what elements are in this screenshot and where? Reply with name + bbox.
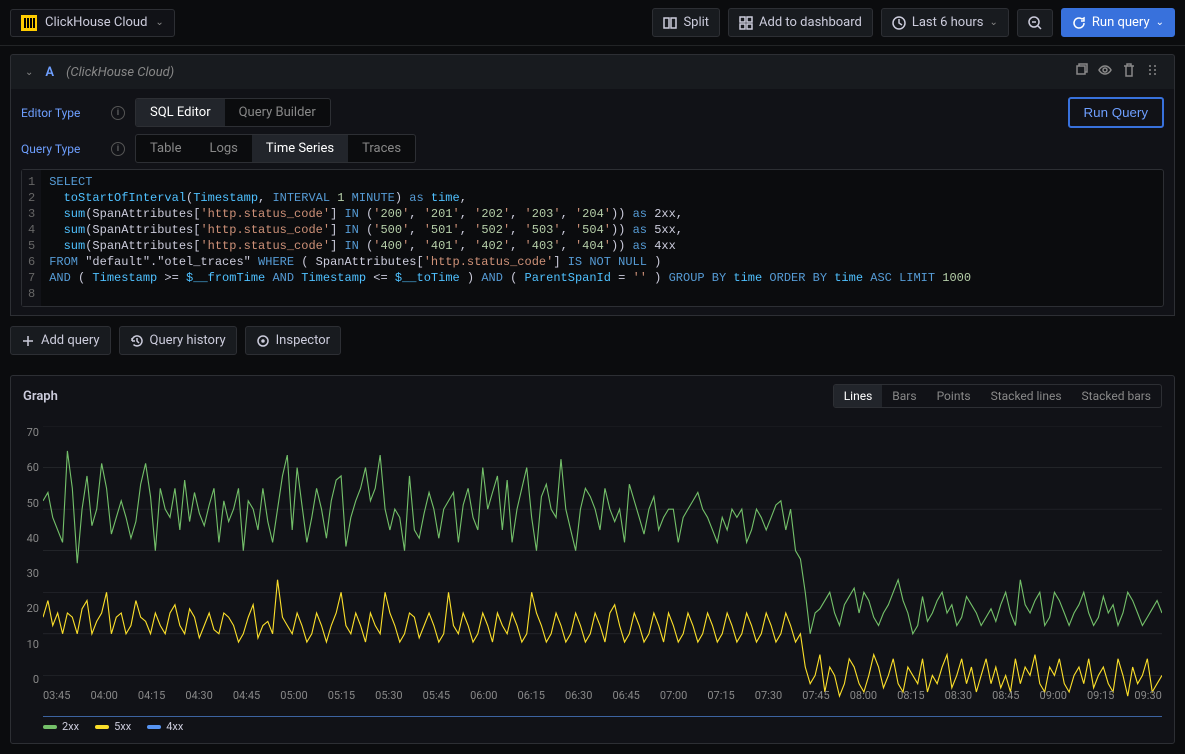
line-gutter: 12345678 <box>22 170 41 306</box>
chart-plot[interactable] <box>43 426 1162 717</box>
info-icon[interactable]: i <box>111 142 125 156</box>
query-datasource-name: (ClickHouse Cloud) <box>66 65 174 80</box>
viz-tab-points[interactable]: Points <box>927 385 981 407</box>
tab-logs[interactable]: Logs <box>195 135 251 162</box>
dashboard-icon <box>739 16 753 30</box>
legend-item[interactable]: 4xx <box>147 720 183 733</box>
trash-icon[interactable] <box>1122 63 1136 81</box>
history-icon <box>130 334 144 348</box>
legend-swatch <box>43 725 57 729</box>
chevron-down-icon: ⌄ <box>1156 17 1164 28</box>
editor-type-label: Editor Type <box>21 106 101 120</box>
info-icon[interactable]: i <box>111 106 125 120</box>
add-to-dashboard-button[interactable]: Add to dashboard <box>728 8 873 37</box>
query-history-button[interactable]: Query history <box>119 326 237 355</box>
legend-item[interactable]: 2xx <box>43 720 79 733</box>
panel-title: Graph <box>23 389 58 404</box>
time-range-button[interactable]: Last 6 hours ⌄ <box>881 8 1009 37</box>
zoom-out-button[interactable] <box>1017 9 1053 37</box>
refresh-icon <box>1072 16 1086 30</box>
add-query-button[interactable]: Add query <box>10 326 111 355</box>
query-type-label: Query Type <box>21 142 101 156</box>
viz-tab-lines[interactable]: Lines <box>834 385 883 407</box>
copy-icon[interactable] <box>1074 63 1088 81</box>
split-icon <box>663 16 677 30</box>
inspector-button[interactable]: Inspector <box>245 326 341 355</box>
query-letter: A <box>45 65 54 80</box>
chart-legend: 2xx 5xx 4xx <box>11 716 1174 743</box>
zoom-out-icon <box>1028 16 1042 30</box>
x-axis: 03:4504:0004:1504:3004:4505:0005:1505:30… <box>43 689 1162 702</box>
sql-editor[interactable]: 12345678 SELECT toStartOfInterval(Timest… <box>21 169 1164 307</box>
chart-area: 706050403020100 03:4504:0004:1504:3004:4… <box>11 416 1174 716</box>
legend-label: 5xx <box>114 720 131 733</box>
tab-time-series[interactable]: Time Series <box>252 135 348 162</box>
chevron-down-icon: ⌄ <box>155 17 163 28</box>
inspector-icon <box>256 334 270 348</box>
datasource-select[interactable]: ClickHouse Cloud ⌄ <box>10 9 175 37</box>
chevron-down-icon: ⌄ <box>990 17 998 28</box>
run-query-inline-button[interactable]: Run Query <box>1068 97 1164 128</box>
legend-label: 2xx <box>62 720 79 733</box>
drag-handle-icon[interactable] <box>1146 63 1160 81</box>
split-button[interactable]: Split <box>652 8 720 37</box>
eye-icon[interactable] <box>1098 63 1112 81</box>
top-bar: ClickHouse Cloud ⌄ Split Add to dashboar… <box>0 0 1185 46</box>
query-type-tabs: Table Logs Time Series Traces <box>135 134 416 163</box>
legend-item[interactable]: 5xx <box>95 720 131 733</box>
code-content[interactable]: SELECT toStartOfInterval(Timestamp, INTE… <box>41 170 1163 306</box>
viz-tab-stacked-bars[interactable]: Stacked bars <box>1072 385 1161 407</box>
query-editor-body: Editor Type i SQL Editor Query Builder R… <box>10 89 1175 316</box>
query-row-header: ⌄ A (ClickHouse Cloud) <box>10 54 1175 89</box>
graph-panel: Graph Lines Bars Points Stacked lines St… <box>10 375 1175 744</box>
viz-tab-bars[interactable]: Bars <box>882 385 926 407</box>
viz-tab-stacked-lines[interactable]: Stacked lines <box>981 385 1072 407</box>
tab-traces[interactable]: Traces <box>348 135 415 162</box>
tab-query-builder[interactable]: Query Builder <box>225 99 330 126</box>
y-axis: 706050403020100 <box>17 426 39 686</box>
tab-table[interactable]: Table <box>136 135 195 162</box>
clock-icon <box>892 16 906 30</box>
plus-icon <box>21 334 35 348</box>
legend-swatch <box>95 725 109 729</box>
editor-type-tabs: SQL Editor Query Builder <box>135 98 331 127</box>
clickhouse-icon <box>21 15 37 31</box>
legend-swatch <box>147 725 161 729</box>
legend-label: 4xx <box>166 720 183 733</box>
tab-sql-editor[interactable]: SQL Editor <box>136 99 225 126</box>
collapse-toggle[interactable]: ⌄ <box>25 67 33 78</box>
query-actions: Add query Query history Inspector <box>0 316 1185 365</box>
run-query-button[interactable]: Run query ⌄ <box>1061 8 1175 37</box>
datasource-name: ClickHouse Cloud <box>45 15 147 30</box>
viz-type-tabs: Lines Bars Points Stacked lines Stacked … <box>833 384 1162 408</box>
